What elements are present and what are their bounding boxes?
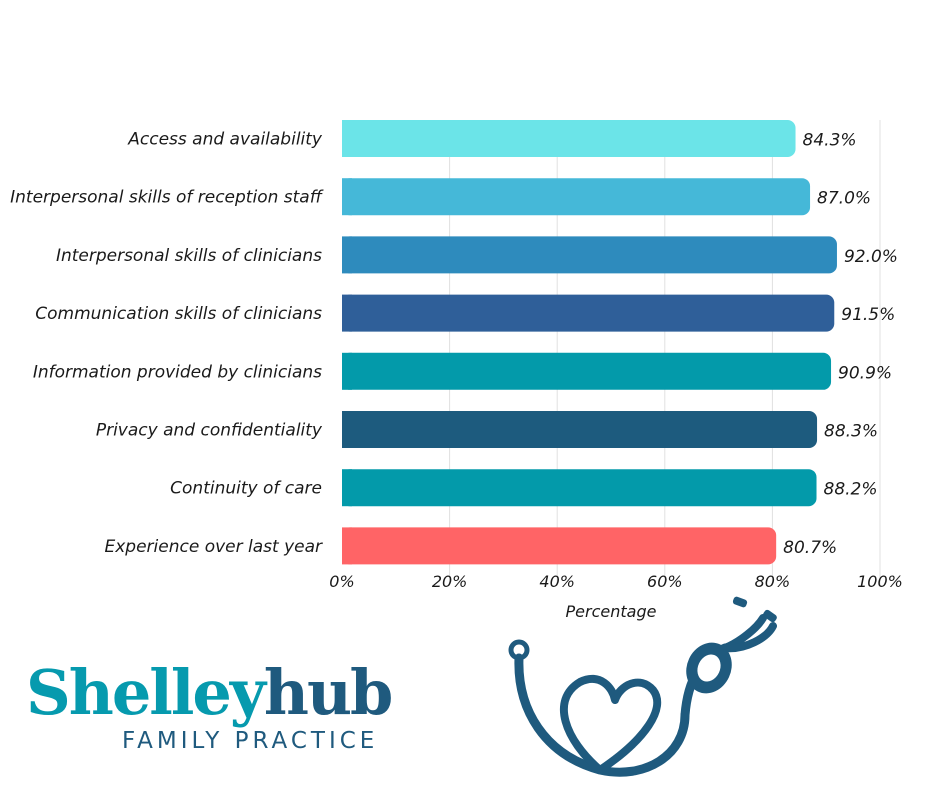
bar — [342, 294, 835, 332]
category-label: Continuity of care — [170, 479, 322, 499]
x-tick-label: 80% — [755, 572, 791, 591]
category-labels: Access and availability Interpersonal ski… — [10, 130, 324, 557]
bar-left-edge — [342, 527, 352, 565]
bar — [342, 469, 817, 507]
category-label: Privacy and confidentiality — [96, 421, 323, 441]
category-label: Communication skills of clinicians — [35, 304, 322, 324]
value-label: 88.3% — [824, 422, 878, 442]
value-label: 91.5% — [841, 305, 895, 325]
category-label: Interpersonal skills of clinicians — [56, 246, 322, 266]
bar — [342, 352, 832, 390]
logo-word-shelley: Shelley — [26, 656, 266, 729]
x-tick-label: 100% — [857, 572, 903, 591]
x-axis-ticks: 0% 20% 40% 60% 80% 100% — [329, 572, 903, 591]
logo-wordmark: Shelleyhub — [26, 655, 394, 731]
shelleyhub-logo: Shelleyhub FAMILY PRACTICE — [26, 655, 426, 765]
bar — [342, 120, 796, 157]
category-label: Interpersonal skills of reception staff — [10, 188, 324, 208]
stethoscope-heart-icon — [508, 596, 777, 777]
category-label: Access and availability — [127, 130, 323, 150]
bar — [342, 236, 837, 274]
bar-left-edge — [342, 469, 352, 507]
bars — [342, 120, 837, 565]
value-label: 90.9% — [838, 363, 892, 383]
bar — [342, 527, 777, 565]
category-label: Experience over last year — [104, 537, 323, 557]
value-labels: 84.3% 87.0% 92.0% 91.5% 90.9% 88.3% 88.2% 80.7% — [783, 131, 898, 558]
bar-left-edge — [342, 120, 352, 157]
value-label: 88.2% — [824, 480, 878, 500]
bar-left-edge — [342, 352, 352, 390]
x-tick-label: 60% — [647, 572, 683, 591]
x-axis-title: Percentage — [566, 602, 657, 621]
category-label: Information provided by clinicians — [33, 362, 322, 382]
x-tick-label: 0% — [329, 572, 354, 591]
logo-tagline: FAMILY PRACTICE — [122, 728, 379, 754]
value-label: 84.3% — [803, 131, 857, 151]
logo-word-hub: hub — [263, 656, 394, 729]
bar-chart: Access and availability Interpersonal ski… — [10, 120, 903, 621]
x-tick-label: 20% — [432, 572, 468, 591]
bar — [342, 411, 818, 448]
x-tick-label: 40% — [539, 572, 575, 591]
value-label: 80.7% — [783, 538, 837, 558]
value-label: 92.0% — [844, 247, 898, 267]
bar-left-edge — [342, 178, 352, 216]
value-label: 87.0% — [817, 189, 871, 209]
bar-left-edge — [342, 294, 352, 332]
bar — [342, 178, 811, 216]
bar-left-edge — [342, 236, 352, 274]
bar-left-edge — [342, 411, 352, 448]
